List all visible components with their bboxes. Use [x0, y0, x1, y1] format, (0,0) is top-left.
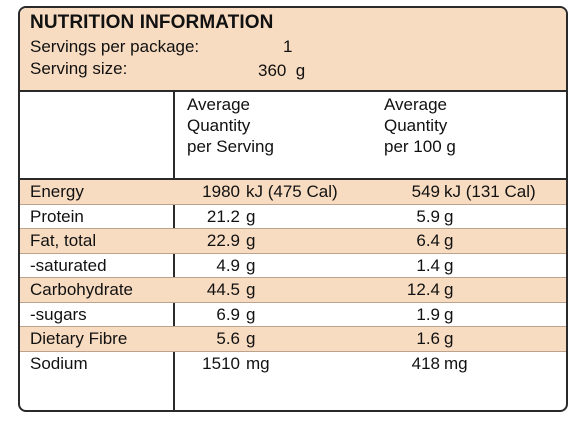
per-100g-unit: g [444, 280, 454, 299]
servings-label: Servings per package: [30, 37, 200, 56]
per-100g-value: 1.6 [416, 329, 440, 348]
header-divider [20, 178, 566, 180]
per-serving-value: 5.6 [216, 329, 240, 348]
table-row: -sugars 6.9 g 1.9 g [20, 303, 566, 327]
per-100g-value: 5.9 [416, 206, 440, 226]
nutrient-label: -sugars [30, 304, 87, 324]
column-header-row: Average Quantity per Serving Average Qua… [20, 90, 566, 178]
per-serving-value: 22.9 [206, 231, 240, 250]
servings-value: 1 [283, 37, 293, 56]
column-header-per-100g: Average Quantity per 100 g [384, 94, 456, 157]
per-serving-unit: g [246, 280, 256, 299]
column-header-line: per 100 g [384, 137, 456, 156]
per-serving-unit: kJ (475 Cal) [246, 182, 338, 201]
nutrition-panel: NUTRITION INFORMATION Servings per packa… [18, 6, 568, 412]
per-serving-unit: mg [246, 353, 270, 373]
nutrient-label: Carbohydrate [30, 280, 134, 299]
per-100g-unit: mg [444, 353, 468, 373]
per-100g-unit: g [444, 231, 454, 250]
per-serving-value: 44.5 [206, 280, 240, 299]
per-100g-value: 549 [411, 182, 440, 201]
serving-size-value: 360 g [258, 61, 306, 80]
column-header-line: Quantity [187, 116, 251, 135]
column-header-line: Quantity [384, 116, 448, 135]
per-100g-unit: g [444, 329, 454, 348]
per-100g-unit: g [444, 206, 454, 226]
column-header-line: per Serving [187, 137, 274, 156]
nutrient-label: Energy [30, 182, 84, 201]
per-serving-unit: g [246, 304, 256, 324]
per-serving-value: 21.2 [206, 206, 240, 226]
nutrient-label: Sodium [30, 353, 88, 373]
per-serving-unit: g [246, 206, 256, 226]
nutrient-label: Protein [30, 206, 84, 226]
nutrient-label: Fat, total [30, 231, 97, 250]
per-serving-value: 6.9 [216, 304, 240, 324]
per-100g-value: 1.4 [416, 255, 440, 275]
table-row: Protein 21.2 g 5.9 g [20, 205, 566, 229]
table-row: Dietary Fibre 5.6 g 1.6 g [20, 327, 566, 352]
nutrient-label: -saturated [30, 255, 107, 275]
per-serving-value: 1980 [202, 182, 240, 201]
serving-size-label: Serving size: [30, 59, 128, 78]
per-100g-value: 1.9 [416, 304, 440, 324]
table-row: -saturated 4.9 g 1.4 g [20, 254, 566, 278]
per-100g-unit: g [444, 255, 454, 275]
per-serving-value: 4.9 [216, 255, 240, 275]
panel-title: NUTRITION INFORMATION [30, 12, 274, 33]
table-row: Carbohydrate 44.5 g 12.4 g [20, 278, 566, 303]
per-serving-value: 1510 [202, 353, 240, 373]
per-100g-unit: g [444, 304, 454, 324]
nutrient-label: Dietary Fibre [30, 329, 128, 348]
per-serving-unit: g [246, 231, 256, 250]
nutrient-table: Energy 1980 kJ (475 Cal) 549 kJ (131 Cal… [20, 180, 566, 375]
column-header-per-serving: Average Quantity per Serving [187, 94, 274, 157]
table-row: Fat, total 22.9 g 6.4 g [20, 229, 566, 254]
column-header-line: Average [384, 95, 448, 114]
per-100g-value: 12.4 [406, 280, 440, 299]
per-serving-unit: g [246, 255, 256, 275]
table-row: Sodium 1510 mg 418 mg [20, 352, 566, 376]
per-100g-unit: kJ (131 Cal) [444, 182, 536, 201]
per-100g-value: 6.4 [416, 231, 440, 250]
column-header-line: Average [187, 95, 251, 114]
panel-header: NUTRITION INFORMATION Servings per packa… [20, 8, 566, 92]
table-row: Energy 1980 kJ (475 Cal) 549 kJ (131 Cal… [20, 180, 566, 205]
per-serving-unit: g [246, 329, 256, 348]
per-100g-value: 418 [411, 353, 440, 373]
